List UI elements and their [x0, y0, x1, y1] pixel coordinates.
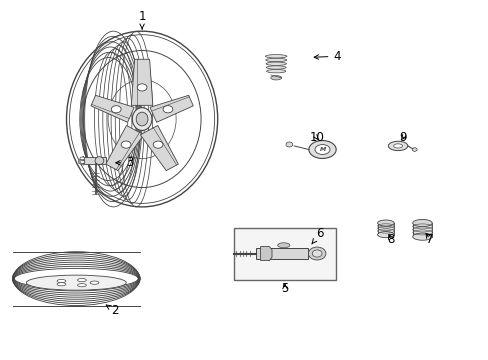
Text: 6: 6	[311, 227, 323, 244]
Ellipse shape	[136, 112, 148, 126]
Ellipse shape	[411, 148, 416, 151]
Ellipse shape	[285, 142, 292, 147]
Ellipse shape	[57, 283, 66, 286]
Ellipse shape	[121, 141, 131, 148]
Polygon shape	[150, 95, 193, 122]
Ellipse shape	[277, 243, 289, 248]
Ellipse shape	[111, 106, 121, 113]
Ellipse shape	[90, 281, 99, 284]
Polygon shape	[140, 126, 178, 171]
Ellipse shape	[314, 145, 329, 154]
Text: 7: 7	[425, 233, 433, 246]
Text: M: M	[319, 147, 325, 152]
Text: 9: 9	[398, 131, 406, 144]
Ellipse shape	[266, 69, 285, 73]
Ellipse shape	[265, 58, 286, 62]
Ellipse shape	[266, 66, 285, 69]
Ellipse shape	[78, 279, 86, 282]
Ellipse shape	[153, 141, 163, 148]
Polygon shape	[91, 95, 134, 122]
Ellipse shape	[137, 84, 147, 91]
Ellipse shape	[163, 106, 172, 113]
Ellipse shape	[95, 157, 103, 165]
Polygon shape	[255, 248, 308, 259]
Text: 1: 1	[138, 10, 145, 29]
Ellipse shape	[308, 247, 325, 260]
Ellipse shape	[26, 275, 126, 290]
Ellipse shape	[270, 76, 281, 80]
Ellipse shape	[412, 220, 431, 226]
Ellipse shape	[312, 250, 322, 257]
Text: 8: 8	[386, 233, 394, 246]
Polygon shape	[83, 157, 105, 164]
Ellipse shape	[308, 140, 335, 158]
Ellipse shape	[132, 108, 152, 130]
Ellipse shape	[393, 144, 402, 148]
Text: 2: 2	[106, 305, 119, 318]
Ellipse shape	[265, 55, 286, 58]
Ellipse shape	[265, 62, 286, 66]
Text: 10: 10	[308, 131, 324, 144]
Polygon shape	[105, 126, 143, 171]
Ellipse shape	[80, 157, 84, 160]
Polygon shape	[377, 223, 393, 235]
Polygon shape	[131, 59, 153, 105]
Ellipse shape	[377, 231, 393, 238]
Polygon shape	[260, 247, 271, 261]
Ellipse shape	[412, 233, 431, 240]
Text: 3: 3	[116, 156, 133, 169]
Ellipse shape	[80, 161, 84, 163]
Text: 4: 4	[314, 50, 340, 63]
Ellipse shape	[57, 279, 66, 283]
Polygon shape	[79, 156, 83, 165]
Ellipse shape	[78, 284, 86, 287]
Bar	[233, 228, 335, 280]
Text: 5: 5	[281, 282, 288, 295]
Ellipse shape	[377, 220, 393, 226]
Ellipse shape	[387, 141, 407, 150]
Polygon shape	[412, 223, 431, 237]
